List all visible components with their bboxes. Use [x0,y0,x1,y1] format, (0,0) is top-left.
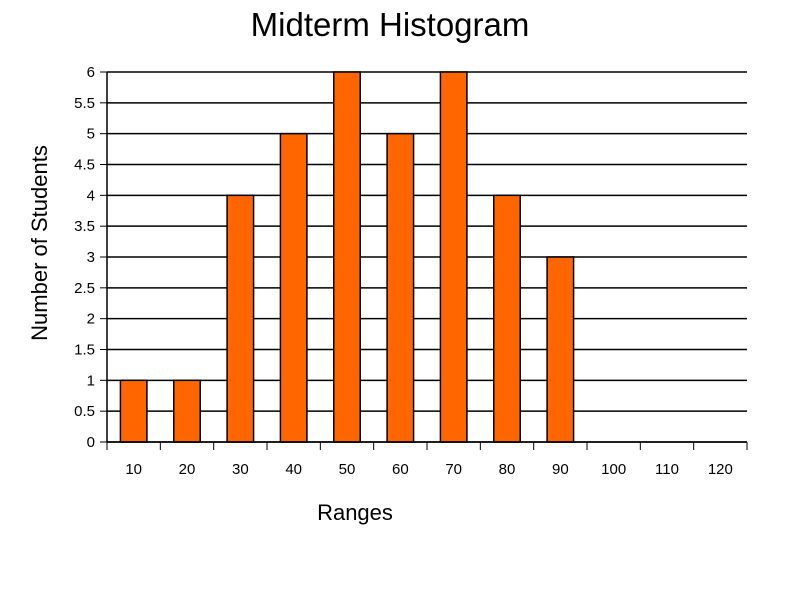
x-tick-label: 100 [601,461,626,478]
bar-80 [493,194,521,443]
x-tick-label: 110 [655,461,679,478]
x-tick-labels: 10 20 30 40 50 60 70 80 90 100 110 120 [125,461,733,478]
x-tick-label: 90 [552,461,569,478]
y-tick-label: 3.5 [74,218,95,235]
y-tick-label: 2 [87,311,95,328]
y-tick-label: 5.5 [74,95,95,112]
x-tick-label: 20 [179,461,196,478]
x-tick-label: 10 [125,461,142,478]
x-tick-label: 40 [285,461,302,478]
y-tick-label: 1.5 [74,342,95,359]
y-tick-label: 1 [87,372,95,389]
x-tick-label: 50 [339,461,356,478]
bars [119,71,575,443]
x-tick-label: 120 [708,461,733,478]
x-tick-label: 70 [445,461,462,478]
y-axis-title: Number of Students [27,145,52,341]
y-tick-label: 3 [87,249,95,266]
bar-40 [279,132,308,443]
y-tick-label: 2.5 [74,280,95,297]
y-tick-label: 4 [87,187,95,204]
bar-60 [386,132,415,443]
y-tick-label: 5 [87,126,95,143]
x-axis-title: Ranges [317,500,393,525]
y-tick-labels: 0 0.5 1 1.5 2 2.5 3 3.5 4 4.5 5 5.5 6 [74,64,95,451]
bar-50 [333,71,361,443]
bar-70 [439,71,468,443]
x-tick-label: 60 [392,461,409,478]
gridlines [107,71,747,443]
y-tick-label: 0.5 [74,403,95,420]
x-tick-label: 30 [232,461,249,478]
y-tick-label: 4.5 [74,157,95,174]
bar-20 [173,379,201,443]
x-tick-label: 80 [499,461,516,478]
chart-title: Midterm Histogram [250,6,530,43]
bar-30 [226,194,255,443]
bar-90 [546,256,575,443]
y-tick-label: 6 [87,64,95,81]
y-tick-label: 0 [87,434,95,451]
bar-10 [119,379,148,443]
axes [100,71,748,450]
